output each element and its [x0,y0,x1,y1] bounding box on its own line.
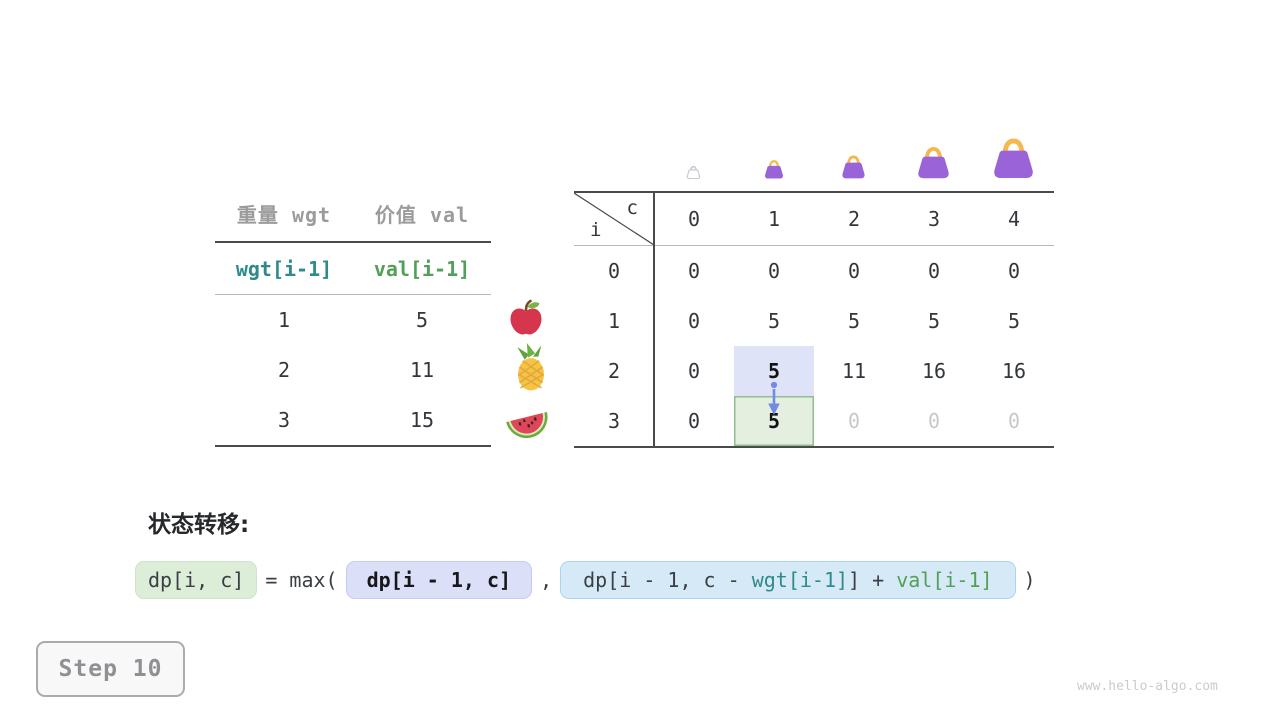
dp-col-header: 2 [847,207,861,231]
dp-cell: 0 [767,259,781,283]
step-badge: Step 10 [36,641,185,697]
dp-cell-pending: 0 [1007,409,1021,433]
apple-icon [505,298,547,340]
item-value: 15 [409,408,435,432]
dp-cell: 0 [687,309,701,333]
arg2-mid: ] + [848,568,897,592]
dp-table-body: 0 0 0 0 0 0 1 0 5 5 5 5 2 0 5 11 16 16 3… [574,246,1054,446]
dp-row-header: 0 [607,259,621,283]
dp-row-header: 1 [607,309,621,333]
item-weight: 2 [277,358,291,382]
item-weight: 3 [277,408,291,432]
dp-cell: 5 [1007,309,1021,333]
dp-cell: 0 [687,259,701,283]
dp-table-header: c i 0 1 2 3 4 [574,193,1054,246]
item-row: 1 5 [215,295,491,345]
val-term: val[i-1] [896,568,993,592]
bag-icon-large [915,145,952,183]
formula-close: ) [1023,568,1036,592]
formula-arg2-chip: dp[i - 1, c - wgt[i-1]] + val[i-1] [560,561,1016,599]
dp-cell-pending: 0 [927,409,941,433]
formula-lhs-chip: dp[i, c] [135,561,258,599]
dp-col-header: 3 [927,207,941,231]
arg2-prefix: dp[i - 1, c - [583,568,752,592]
bag-outline-icon [686,164,701,183]
item-table: 重量 wgt 价值 val wgt[i-1] val[i-1] 1 5 2 11… [215,186,491,447]
wgt-term: wgt[i-1] [751,568,849,592]
dp-row-header: 2 [607,359,621,383]
weight-header-label: 重量 wgt [236,203,332,227]
dp-cell-pending: 0 [847,409,861,433]
dp-table: c i 0 1 2 3 4 0 0 0 0 0 0 1 0 5 5 5 5 2 … [574,191,1054,448]
dp-col-header: 0 [687,207,701,231]
row-var-label: i [590,219,602,241]
pineapple-icon [509,342,553,396]
dp-cell: 5 [767,309,781,333]
weight-var-label: wgt[i-1] [235,256,333,281]
bag-icon-xlarge [990,136,1037,183]
formula-comma: , [540,568,553,592]
item-table-header: 重量 wgt 价值 val [215,186,491,243]
bag-icon-small [763,159,785,183]
dp-cell: 16 [1001,359,1027,383]
value-var-label: val[i-1] [373,256,471,281]
transition-arrow-icon [765,381,783,421]
dp-corner-cell: c i [574,193,654,245]
state-transition-formula: dp[i, c] = max( dp[i - 1, c] , dp[i - 1,… [135,561,1036,599]
col-var-label: c [626,197,638,219]
formula-label: 状态转移: [148,512,250,538]
value-header-label: 价值 val [374,203,470,227]
dp-row-header: 3 [607,409,621,433]
dp-table-divider [653,193,655,446]
item-weight: 1 [277,308,291,332]
watermark: www.hello-algo.com [1077,679,1218,694]
dp-cell: 0 [927,259,941,283]
dp-cell: 0 [687,359,701,383]
dp-cell: 5 [927,309,941,333]
dp-cell: 16 [921,359,947,383]
item-row: 2 11 [215,345,491,395]
formula-eq: = max( [265,568,338,592]
dp-col-header: 1 [767,207,781,231]
item-table-var-row: wgt[i-1] val[i-1] [215,243,491,295]
formula-arg1-chip: dp[i - 1, c] [345,561,533,599]
item-row: 3 15 [215,395,491,445]
bag-icon-medium [840,154,867,183]
dp-cell: 0 [687,409,701,433]
item-value: 11 [409,358,435,382]
dp-cell: 5 [847,309,861,333]
dp-cell: 0 [847,259,861,283]
item-value: 5 [415,308,429,332]
corner-diagonal-line [574,193,654,245]
watermelon-icon [501,399,553,445]
dp-cell: 11 [841,359,867,383]
dp-col-header: 4 [1007,207,1021,231]
dp-cell: 0 [1007,259,1021,283]
